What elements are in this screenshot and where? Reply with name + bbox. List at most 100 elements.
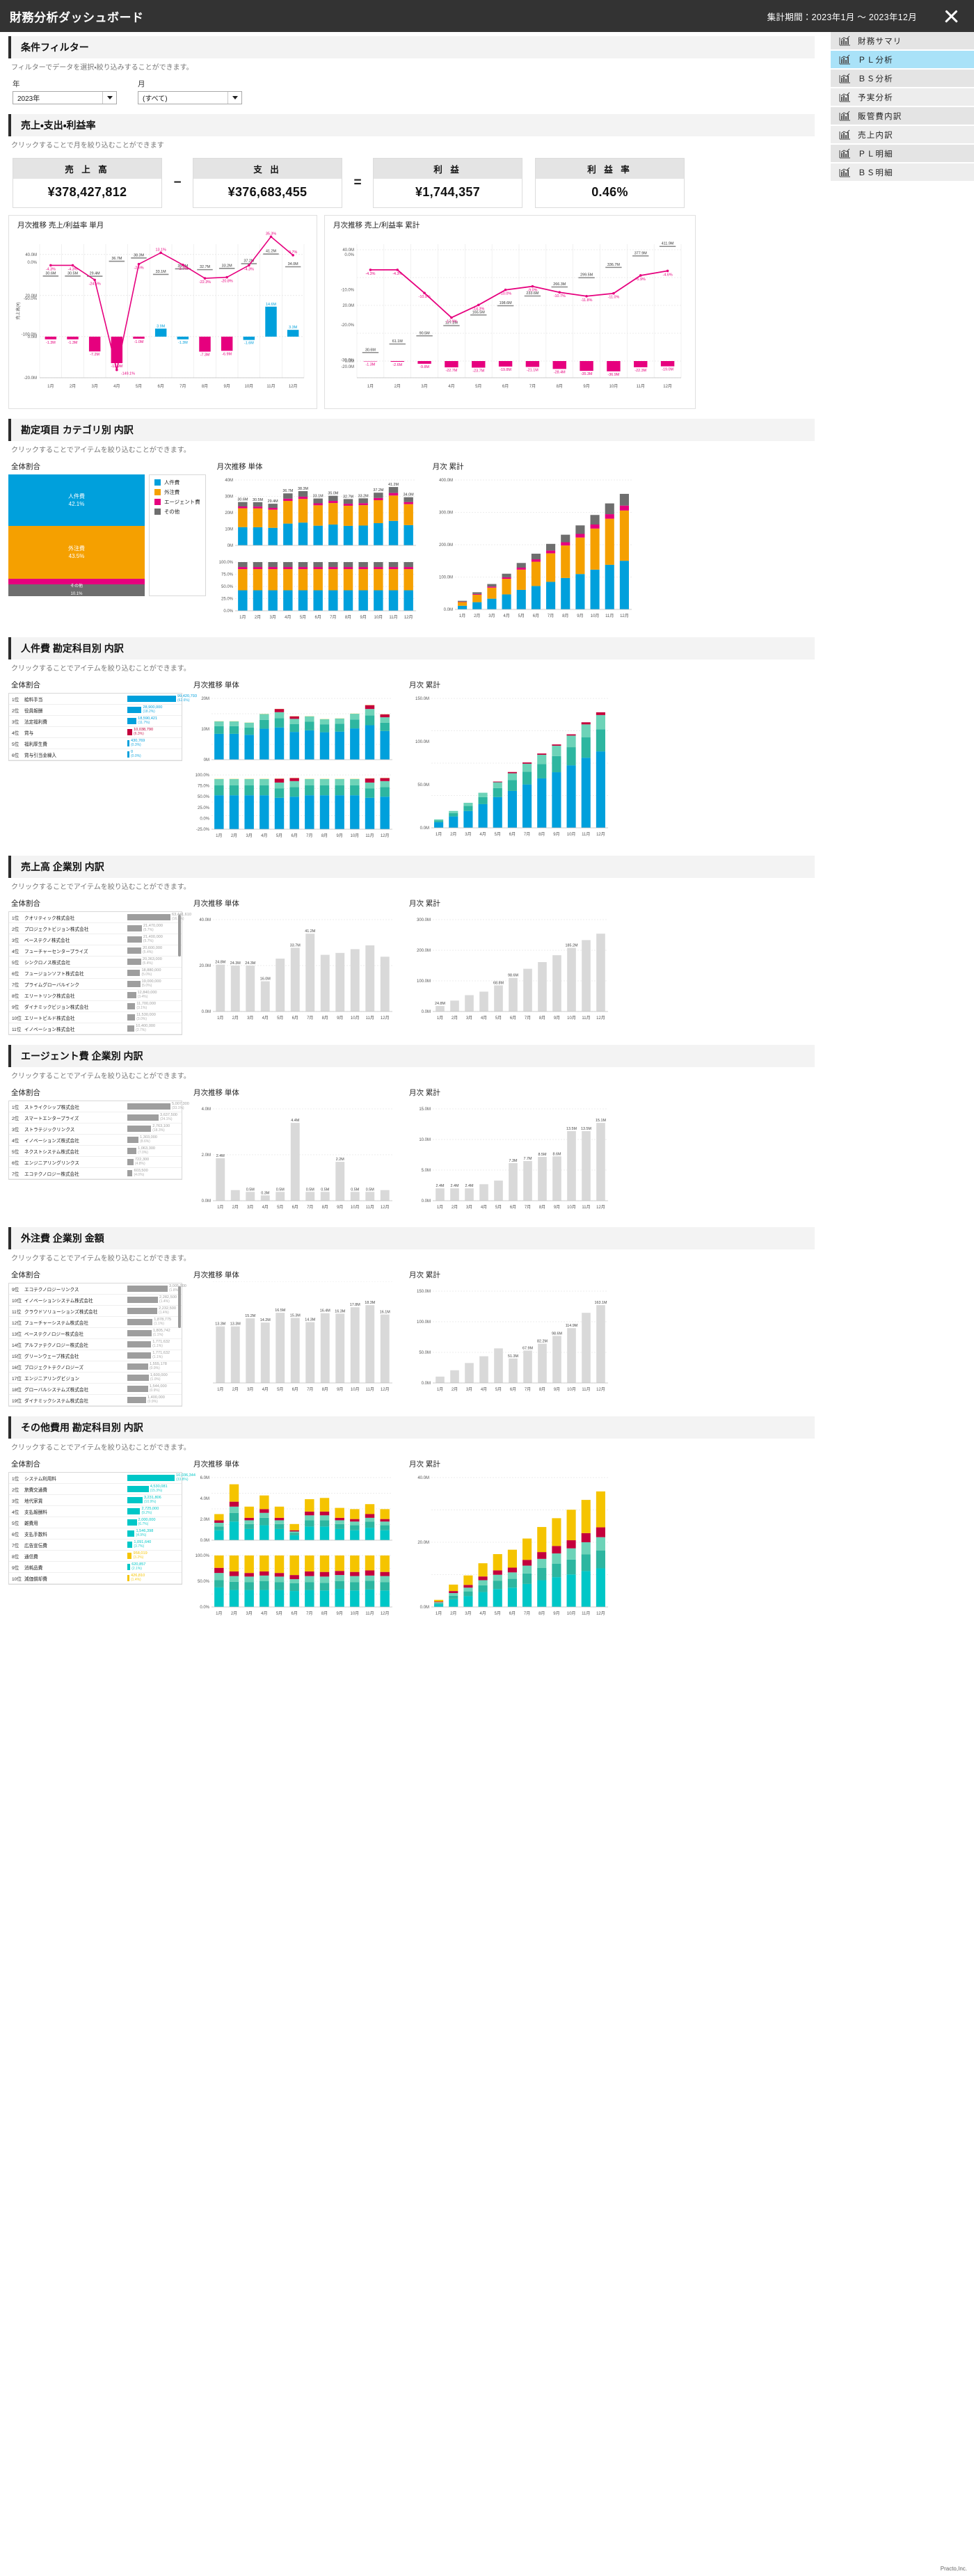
rank-row[interactable]: 2位 役員報酬 28,900,000 (18.2%)	[9, 705, 182, 716]
category-treemap[interactable]: 人件費 42.1% 外注費 43.5% その他 10.1%	[8, 474, 145, 596]
rank-row[interactable]: 12位 フューチャーシステム株式会社 1,878,775 (1.1%)	[9, 1317, 182, 1328]
legend-item-外注費[interactable]: 外注費	[154, 488, 200, 496]
kpi-card-3[interactable]: 利 益 ¥1,744,357	[373, 158, 522, 208]
rank-row[interactable]: 4位 賞与 10,038,790 (6.3%)	[9, 727, 182, 738]
rank-row[interactable]: 6位 賞与引当金繰入 0 (0.0%)	[9, 749, 182, 760]
sidebar-item-7[interactable]: ＰＬ明細	[831, 145, 974, 162]
personnel-cumulative-chart[interactable]: 150.0M 100.0M 50.0M 0.0M 1月 2月 3月 4月 5月 6月 7月 8月 9月 1…	[405, 691, 614, 846]
rank-row[interactable]: 7位 エコテクノロジー株式会社 603,500 (4.0%)	[9, 1168, 182, 1179]
rank-row[interactable]: 5位 福利厚生費 430,769 (0.3%)	[9, 738, 182, 749]
legend-item-人件費[interactable]: 人件費	[154, 479, 200, 486]
sidebar-item-6[interactable]: 売上内訳	[831, 126, 974, 143]
scrollbar-thumb[interactable]	[178, 915, 181, 957]
personnel-ranking-list[interactable]: 1位 給料手当 99,420,793 (62.6%) 2位 役員報酬 28,900,000(…	[8, 693, 197, 761]
rank-row[interactable]: 5位 シンクロノス株式会社 20,363,000 (5.4%)	[9, 957, 182, 968]
trend-single-chart[interactable]: 40.0M 20.0M 0.0M -20.0M 30.6M -1.3M 30.5M -1.3M…	[13, 232, 312, 406]
legend-item-その他[interactable]: その他	[154, 508, 200, 515]
rank-row[interactable]: 3位 ストラテジックリンクス 2,763,100 (18.3%)	[9, 1123, 182, 1135]
rank-row[interactable]: 19位 ダイナミックシステム株式会社 1,400,000 (0.9%)	[9, 1395, 182, 1406]
personnel-monthly-pct-chart[interactable]: 100.0% 75.0% 50.0% 25.0% 0.0% -25.0% 1月 2月 3月 4月 5…	[189, 768, 398, 846]
sales-company-monthly-chart[interactable]: 40.0M 20.0M 0.0M 24.8M 24.3M 24.3M 16.0M 33.7M 4…	[189, 910, 398, 1028]
svg-text:12月: 12月	[663, 384, 672, 389]
svg-text:7月: 7月	[529, 384, 536, 389]
rank-row[interactable]: 1位 給料手当 99,420,793 (62.6%)	[9, 694, 197, 705]
rank-row[interactable]: 3位 地代家賃 3,231,806 (10.9%)	[9, 1495, 182, 1506]
other-expense-monthly-chart[interactable]: 6.0M 4.0M 2.0M 0.0M	[189, 1471, 398, 1549]
other-expense-ranking-list[interactable]: 1位 システム利用料 10,036,344 (33.8%) 2位 旅費交通費 4,530,0…	[8, 1472, 195, 1585]
rank-row[interactable]: 2位 スマートエンタープライズ 3,637,500 (24.1%)	[9, 1112, 182, 1123]
treemap-cell-エージェント費[interactable]	[8, 579, 145, 584]
year-label: 年	[13, 80, 20, 88]
kpi-card-1[interactable]: 売 上 高 ¥378,427,812	[13, 158, 162, 208]
rank-row[interactable]: 5位 雑費用 2,000,000 (6.7%)	[9, 1517, 182, 1528]
rank-label: 支払報酬料	[24, 1510, 47, 1515]
sales-company-ranking-list[interactable]: 1位クオリティック株式会社63,441,610(16.8%)2位プロジェクトビジ…	[8, 911, 191, 1035]
chevron-down-icon[interactable]	[227, 92, 241, 104]
sales-company-cumulative-chart[interactable]: 300.0M 200.0M 100.0M 0.0M 24.8M 68.8M 98.6M 185…	[405, 910, 614, 1028]
rank-row[interactable]: 10位 イノベーションシステム株式会社 2,282,500 (1.4%)	[9, 1295, 182, 1306]
rank-row[interactable]: 4位 イノベーションズ株式会社 1,303,000 (8.6%)	[9, 1135, 182, 1146]
rank-row[interactable]: 11位 クラウドソリューションズ株式会社 2,232,500 (1.4%)	[9, 1306, 182, 1317]
sidebar-item-5[interactable]: 販管費内訳	[831, 107, 974, 125]
rank-row[interactable]: 7位 広告宣伝費 1,091,640 (3.7%)	[9, 1539, 182, 1551]
rank-row[interactable]: 7位 プライムグローバルインク 19,000,000 (5.0%)	[9, 979, 182, 990]
rank-value: 722,300 (4.8%)	[135, 1158, 149, 1166]
kpi-card-4[interactable]: 利 益 率 0.46%	[535, 158, 685, 208]
category-cumulative-chart[interactable]: 400.0M 300.0M 200.0M 100.0M 0.0M 1月 2月 3月 4月 5月 6月…	[429, 473, 637, 627]
chevron-down-icon[interactable]	[102, 92, 116, 104]
outsourcing-cumulative-chart[interactable]: 150.0M 100.0M 50.0M 0.0M 51.3M 67.9M 82.2M 98.6…	[405, 1281, 614, 1400]
treemap-cell-その他[interactable]: その他 10.1%	[8, 584, 145, 596]
treemap-cell-外注費[interactable]: 外注費 43.5%	[8, 526, 145, 579]
rank-row[interactable]: 15位 グリーンウェーブ株式会社 1,771,632 (1.1%)	[9, 1350, 182, 1361]
rank-row[interactable]: 10位 エリートビルド株式会社 11,530,000 (3.0%)	[9, 1012, 182, 1023]
rank-row[interactable]: 9位 ダイナミックビジョン株式会社 11,700,000 (3.1%)	[9, 1001, 182, 1012]
category-monthly-chart[interactable]: 40M 30M 20M 10M 0M 30.6M 30.5M 29.4M 36.7M 38.3M 3…	[213, 473, 422, 555]
sidebar-item-1[interactable]: 財務サマリ	[831, 32, 974, 49]
sidebar-item-2[interactable]: ＰＬ分析	[831, 51, 974, 68]
rank-row[interactable]: 8位 エリートリンク株式会社 12,840,000 (3.4%)	[9, 990, 182, 1001]
rank-row[interactable]: 5位 ネクストシステム株式会社 1,063,300 (7.0%)	[9, 1146, 182, 1157]
outsourcing-monthly-chart[interactable]: 0.0% 13.3M 13.3M 15.2M 14.2M 16.5M 15.3M 14.3M 1…	[189, 1281, 398, 1400]
rank-row[interactable]: 1位 システム利用料 10,036,344 (33.8%)	[9, 1473, 195, 1484]
rank-row[interactable]: 1位 ストライクシップ株式会社 5,007,300 (33.1%)	[9, 1101, 189, 1112]
treemap-cell-人件費[interactable]: 人件費 42.1%	[8, 474, 145, 526]
sidebar-item-4[interactable]: 予実分析	[831, 88, 974, 106]
rank-row[interactable]: 2位 プロジェクトビジョン株式会社 21,470,000 (5.7%)	[9, 923, 182, 934]
month-select[interactable]: (すべて)	[138, 91, 242, 104]
agent-monthly-chart[interactable]: 4.0M 2.0M 0.0M 2.4M 0.5M 0.3M 0.5M 4.4M 0.5M 0.5M…	[189, 1099, 398, 1217]
legend-item-エージェント費[interactable]: エージェント費	[154, 498, 200, 506]
year-select[interactable]: 2023年	[13, 91, 117, 104]
kpi-card-2[interactable]: 支 出 ¥376,683,455	[193, 158, 342, 208]
rank-row[interactable]: 13位 ベーステクノロジー株式会社 1,805,742 (1.1%)	[9, 1328, 182, 1339]
sidebar-item-3[interactable]: ＢＳ分析	[831, 70, 974, 87]
rank-row[interactable]: 18位 グローバルシステムズ株式会社 1,544,000 (0.9%)	[9, 1384, 182, 1395]
rank-row[interactable]: 9位 消耗品費 620,857 (2.1%)	[9, 1562, 182, 1573]
rank-row[interactable]: 16位 ブロジェクトテクノロジーズ 1,555,178 (0.9%)	[9, 1361, 182, 1373]
rank-row[interactable]: 4位 支払報酬料 2,725,000 (9.2%)	[9, 1506, 182, 1517]
other-expense-monthly-pct-chart[interactable]: 100.0% 50.0% 0.0% 1月 2月 3月 4月 5月 6月 7月 8月 9月 10月 11月 1…	[189, 1549, 398, 1624]
other-expense-cumulative-chart[interactable]: 40.0M 20.0M 0.0M 1月 2月 3月 4月 5月 6月 7月 8月 9月 10月 11月 12…	[405, 1471, 614, 1625]
rank-row[interactable]: 3位 法定福利費 18,590,421 (11.7%)	[9, 716, 182, 727]
rank-row[interactable]: 4位 フューチャーセンタープライズ 20,600,000 (5.4%)	[9, 945, 182, 957]
rank-row[interactable]: 6位 支払手数料 1,546,398 (4.9%)	[9, 1528, 182, 1539]
sidebar-item-8[interactable]: ＢＳ明細	[831, 163, 974, 181]
agent-cumulative-chart[interactable]: 15.0M 10.0M 5.0M 0.0M 2.4M 2.4M 2.4M 7.3M 7.7M 8.…	[405, 1099, 614, 1217]
scrollbar-thumb[interactable]	[178, 1286, 181, 1328]
category-monthly-pct-chart[interactable]: 100.0% 75.0% 50.0% 25.0% 0.0% 1月 2月 3月 4月 5月 6月 7月 8…	[213, 555, 422, 627]
rank-row[interactable]: 14位 アルファテクノロジー株式会社 1,771,632 (1.1%)	[9, 1339, 182, 1350]
agent-ranking-list[interactable]: 1位 ストライクシップ株式会社 5,007,300 (33.1%) 2位 スマートエンター…	[8, 1101, 189, 1180]
rank-row[interactable]: 11位 イノベーション株式会社 10,400,000 (2.7%)	[9, 1023, 182, 1034]
rank-row[interactable]: 2位 旅費交通費 4,530,081 (15.3%)	[9, 1484, 182, 1495]
trend-cumulative-chart[interactable]: 30.6M 61.1M 90.5M 127.2M 165.5M 198.6M 233.6M 2…	[329, 232, 691, 406]
rank-row[interactable]: 10位 減価償却費 426,810 (1.4%)	[9, 1573, 182, 1584]
rank-row[interactable]: 17位 エンジニアリングビジョン 1,600,000 (1.0%)	[9, 1373, 182, 1384]
personnel-monthly-chart[interactable]: 20M 10M 0M	[189, 691, 398, 768]
rank-row[interactable]: 6位 エンジニアリングリンクス 722,300 (4.8%)	[9, 1157, 182, 1168]
rank-row[interactable]: 3位 ベーステクノ株式会社 21,400,000 (5.7%)	[9, 934, 182, 945]
rank-row[interactable]: 8位 通信費 958,019 (3.2%)	[9, 1551, 182, 1562]
close-icon[interactable]	[941, 6, 961, 26]
rank-row[interactable]: 6位 フュージョンソフト株式会社 18,880,000 (5.0%)	[9, 968, 182, 979]
